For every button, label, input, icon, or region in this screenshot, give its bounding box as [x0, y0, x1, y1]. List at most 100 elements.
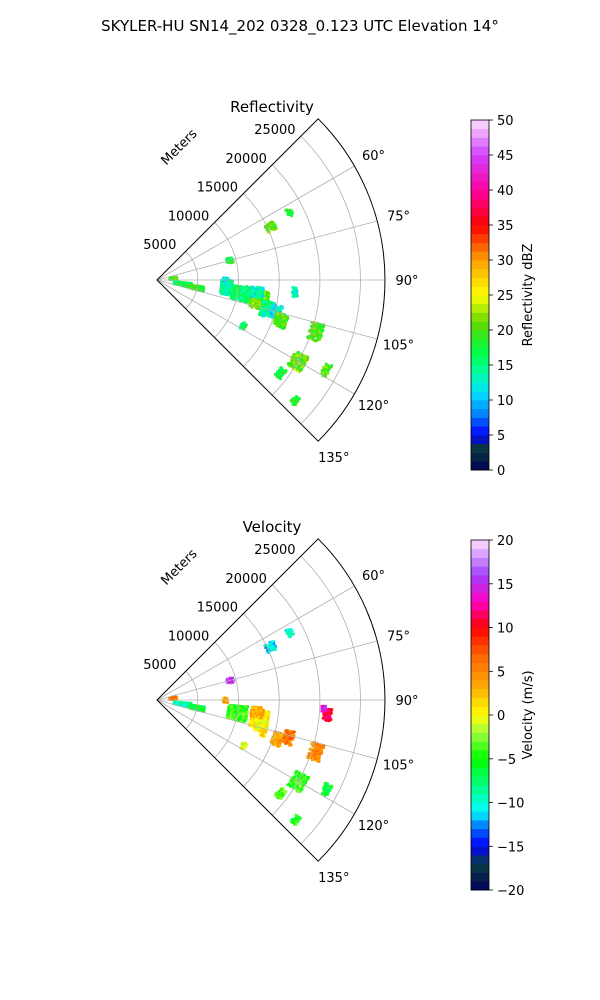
echo-cell: [288, 362, 292, 365]
echo-cell: [295, 395, 298, 398]
echo-cell: [276, 734, 279, 737]
echo-cell: [283, 322, 287, 325]
echo-cell: [323, 794, 326, 797]
echo-cell: [325, 717, 328, 721]
colorbar-tick-label: −20: [497, 884, 524, 899]
echo-cell: [260, 308, 264, 311]
echo-cell: [270, 227, 273, 231]
radial-axis-label: Meters: [159, 546, 201, 588]
echo-cell: [279, 372, 283, 375]
echo-cell: [299, 359, 303, 363]
echo-cell: [269, 304, 273, 307]
sector-outline: [156, 118, 386, 442]
echo-cell: [276, 318, 279, 321]
echo-cell: [324, 789, 327, 793]
echo-cell: [285, 319, 289, 322]
colorbar-band: [471, 732, 489, 742]
echo-cell: [278, 323, 281, 326]
echo-cluster: [321, 708, 334, 723]
azimuth-tick-label: 75°: [387, 209, 410, 224]
echo-cell: [313, 326, 316, 330]
echo-cell: [172, 697, 176, 701]
echo-cell: [279, 320, 283, 324]
echo-cell: [324, 706, 327, 710]
colorbar-band: [471, 155, 489, 165]
colorbar-tick-label: −15: [497, 840, 524, 855]
echo-cell: [232, 297, 236, 301]
colorbar-band: [471, 557, 489, 567]
radial-tick-label: 15000: [197, 181, 238, 196]
echo-cell: [265, 300, 268, 303]
echo-cell: [253, 292, 257, 295]
echo-cell: [282, 314, 286, 318]
colorbar-tick-label: 30: [497, 254, 514, 269]
echo-cell: [252, 305, 256, 309]
echo-cell: [240, 745, 244, 748]
echo-cell: [258, 306, 261, 310]
echo-cell: [241, 296, 245, 299]
echo-cell: [257, 707, 261, 711]
colorbar-band: [471, 776, 489, 786]
echo-cell: [258, 286, 261, 289]
colorbar-band: [471, 575, 489, 585]
echo-cell: [262, 721, 265, 724]
echo-cell: [326, 782, 329, 785]
echo-cell: [270, 301, 274, 305]
echo-cell: [245, 712, 249, 715]
echo-cell: [267, 710, 271, 714]
echo-cell: [281, 787, 285, 790]
echo-cell: [267, 713, 271, 717]
echo-cell: [188, 282, 192, 285]
echo-cell: [263, 306, 267, 310]
colorbar-band: [471, 785, 489, 795]
echo-cell: [307, 752, 311, 755]
echo-cell: [321, 716, 325, 720]
echo-cell: [325, 715, 329, 719]
echo-cell: [277, 376, 281, 380]
echo-cell: [267, 225, 270, 229]
echo-cell: [278, 790, 281, 793]
echo-cell: [222, 278, 225, 281]
echo-cell: [236, 297, 239, 301]
echo-cell: [322, 746, 325, 750]
echo-cell: [275, 314, 278, 317]
echo-cell: [251, 712, 254, 716]
echo-cell: [223, 280, 226, 284]
echo-cell: [249, 717, 253, 721]
colorbar-band: [471, 452, 489, 462]
echo-cluster: [284, 208, 294, 218]
echo-cell: [273, 302, 276, 305]
echo-cell: [301, 365, 304, 368]
echo-cell: [274, 794, 277, 797]
echo-cell: [231, 679, 235, 682]
echo-cell: [230, 679, 234, 682]
echo-cell: [311, 334, 314, 337]
echo-cell: [226, 283, 230, 287]
colorbar-band: [471, 872, 489, 882]
echo-cell: [314, 333, 318, 337]
echo-cell: [249, 714, 253, 717]
colorbar-tick-label: −10: [497, 797, 524, 812]
echo-cell: [271, 646, 274, 650]
echo-cell: [257, 719, 260, 723]
echo-cell: [268, 642, 272, 645]
echo-cell: [229, 280, 233, 283]
colorbar-band: [471, 723, 489, 733]
echo-cell: [283, 740, 287, 744]
echo-cell: [279, 790, 283, 794]
echo-cell: [277, 793, 280, 796]
echo-cell: [256, 296, 260, 299]
echo-cell: [329, 366, 333, 369]
echo-cell: [235, 712, 238, 716]
azimuth-tick-label: 90°: [395, 694, 418, 709]
echo-cell: [303, 362, 306, 366]
colorbar-band: [471, 225, 489, 235]
colorbar-band: [471, 216, 489, 226]
echo-cell: [310, 742, 314, 746]
echo-cell: [274, 304, 277, 307]
colorbar-band: [471, 373, 489, 383]
echo-cell: [307, 776, 310, 779]
echo-cell: [182, 281, 186, 285]
echo-cell: [293, 354, 297, 358]
echo-cell: [291, 738, 295, 741]
